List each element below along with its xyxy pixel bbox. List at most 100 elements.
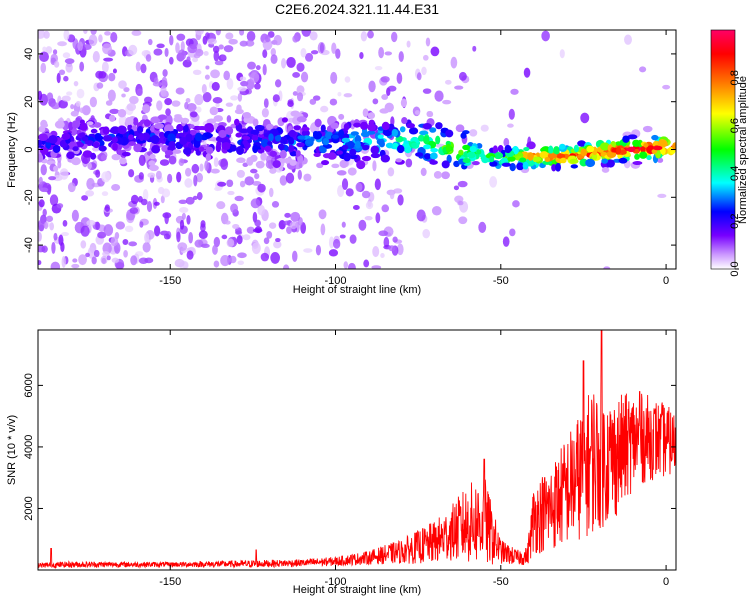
spectrogram-noise-cell [147,172,156,178]
spectrogram-noise-cell [95,169,101,178]
spectrogram-noise-cell [193,174,198,187]
spectrogram-ridge-cell [489,156,495,163]
spectrogram-noise-cell [159,159,170,166]
spectrogram-ridge-cell [261,138,270,148]
spectrogram-noise-cell [101,61,109,73]
spectrogram-noise-cell [503,137,510,147]
spectrogram-ridge-cell [84,140,94,145]
spectrogram-noise-cell [387,167,395,177]
spectrogram-ridge-cell [215,143,222,153]
spectrogram-noise-cell [79,107,85,114]
spectrogram-ridge-cell [430,152,438,160]
snr-y-tick-label: 4000 [23,435,35,459]
spectrogram-noise-cell [97,231,107,239]
spectrogram-noise-cell [49,222,55,231]
spectrogram-noise-cell [282,264,290,269]
spectrogram-noise-cell [378,46,385,59]
spectrogram-noise-cell [372,160,377,172]
spectrogram-noise-cell [269,187,274,198]
spectrogram-noise-cell [160,195,165,204]
spectrogram-noise-cell [355,182,363,192]
snr-plot-area [38,330,676,570]
spectrogram-noise-cell [67,182,76,193]
spectrogram-noise-cell [62,220,68,227]
spectrogram-noise-cell [129,95,139,105]
spectrogram-noise-cell [345,188,354,197]
spectrogram-noise-cell [90,115,95,122]
spectrogram-noise-cell [480,124,489,132]
spectrogram-ridge-cell [657,139,668,148]
spectrogram-noise-cell [186,56,191,63]
spectrogram-ticks: -150 -100 -50 0 -40 -20 0 20 40 [23,30,676,287]
spectrogram-noise-cell [263,237,270,245]
spectrogram-noise-cell [52,49,58,55]
spectrogram-ridge-cell [185,167,192,177]
spectrogram-ridge-cell [551,164,557,172]
spectrogram-noise-cell [164,98,173,106]
spectrogram-noise-cell [509,228,516,237]
spectrogram-noise-cell [201,243,210,249]
spectrogram-noise-cell [66,91,73,96]
spectrogram-noise-cell [344,76,351,83]
spectrogram-noise-cell [72,258,78,263]
spectrogram-noise-cell [458,200,464,206]
spectrogram-noise-cell [372,98,379,105]
spectrogram-ridge-cell [472,161,480,166]
colorbar-tick-label: 0.4 [729,166,741,181]
spectrogram-ridge-cell [522,161,529,170]
spectrogram-ridge-cell [66,151,75,160]
spectrogram-noise-cell [284,212,291,218]
spectrogram-ridge-cell [337,129,345,139]
spectrogram-noise-cell [177,49,187,61]
spectrogram-noise-cell [212,244,218,255]
spectrogram-noise-cell [286,226,293,235]
spectrogram-noise-cell [396,243,404,256]
spectrogram-ridge-cell [149,153,156,160]
spectrogram-noise-cell [205,65,210,70]
spectrogram-noise-cell [57,41,67,47]
spectrogram-noise-cell [162,69,168,77]
spectrogram-noise-cell [96,82,104,89]
spectrogram-noise-cell [254,173,260,180]
spectrogram-ridge-cell [117,109,127,118]
spectrogram-noise-cell [199,163,204,172]
spectrogram-noise-cell [201,83,207,94]
spectrogram-ridge-cell [399,126,406,133]
spectrogram-ridge-cell [98,145,107,152]
spectrogram-ridge-cell [284,157,290,164]
spectrogram-ridge-cell [360,131,370,138]
spectrogram-y-tick-label: 40 [23,48,35,60]
spectrogram-noise-cell [252,228,263,233]
spectrogram-noise-cell [226,238,235,248]
colorbar-tick-label: 0.8 [729,70,741,85]
spectrogram-noise-cell [213,236,221,248]
spectrogram-noise-cell [63,30,70,41]
spectrogram-noise-cell [262,49,268,59]
snr-ticks: -150 -100 -50 0 2000 4000 6000 [23,330,676,588]
spectrogram-noise-cell [300,48,307,58]
spectrogram-noise-cell [204,74,210,80]
spectrogram-ridge-cell [48,135,58,144]
spectrogram-noise-cell [489,176,498,188]
spectrogram-ridge-cell [555,162,562,172]
spectrogram-x-tick-label: -150 [159,275,181,287]
spectrogram-noise-cell [110,31,118,43]
spectrogram-noise-cell [352,204,360,210]
spectrogram-noise-cell [221,234,228,240]
spectrogram-ridge-cell [79,122,88,131]
spectrogram-noise-cell [541,30,550,42]
spectrogram-noise-cell [186,250,194,260]
spectrogram-ridge-cell [266,141,273,146]
spectrogram-ridge-cell [52,144,61,154]
spectrogram-ridge-cell [119,157,127,165]
spectrogram-ridge-cell [255,160,265,169]
spectrogram-noise-cell [215,30,221,36]
spectrogram-noise-cell [223,70,230,81]
spectrogram-noise-cell [39,187,49,193]
spectrogram-noise-cell [237,92,243,102]
spectrogram-noise-cell [46,92,54,102]
spectrogram-ridge-cell [330,122,339,130]
spectrogram-ridge-cell [622,135,630,143]
spectrogram-ridge-cell [117,125,127,135]
spectrogram-ridge-cell [476,143,483,149]
